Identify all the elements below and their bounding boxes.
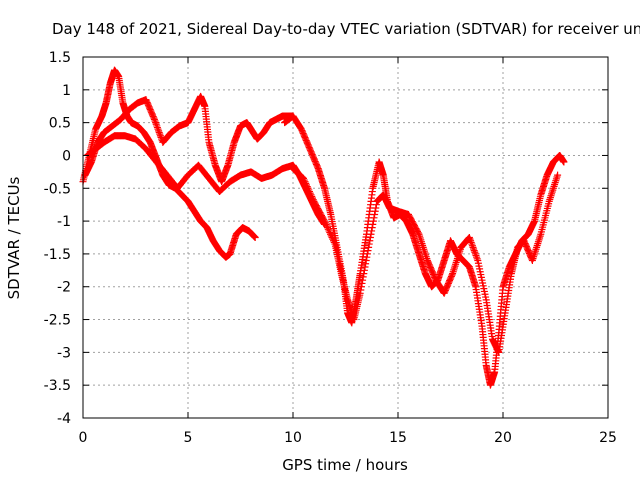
data-point-interp xyxy=(309,194,316,202)
series-track-e xyxy=(289,165,562,356)
data-point-interp xyxy=(306,188,313,196)
y-tick-label: -1.5 xyxy=(44,247,71,263)
data-point-interp xyxy=(327,230,334,238)
data-point-interp xyxy=(326,229,334,237)
y-tick-label: 0.5 xyxy=(49,116,71,132)
data-point xyxy=(300,174,307,182)
data-point-interp xyxy=(329,235,337,243)
y-axis-label: SDTVAR / TECUs xyxy=(5,176,23,299)
data-point-interp xyxy=(330,237,337,245)
data-point-interp xyxy=(301,178,309,186)
data-point-interp xyxy=(302,179,310,187)
y-tick-label: 0 xyxy=(62,148,71,164)
data-point-interp xyxy=(330,238,338,246)
chart-title: Day 148 of 2021, Sidereal Day-to-day VTE… xyxy=(52,20,640,38)
x-tick-label: 5 xyxy=(184,430,193,446)
axes: 0 5 10 15 20 25 1.5 1 0.5 0 -0.5 -1 -1.5 -2 -2.5 -3 -3.5… xyxy=(44,50,617,446)
data-point-interp xyxy=(308,192,316,200)
data-point-interp xyxy=(323,222,331,230)
y-tick-label: -1 xyxy=(57,214,71,230)
data-point-interp xyxy=(321,219,329,227)
y-tick-label: 1 xyxy=(62,83,71,99)
x-tick-label: 20 xyxy=(494,430,512,446)
data-point xyxy=(251,234,259,241)
data-point-interp xyxy=(322,220,330,228)
data-point-interp xyxy=(309,196,317,204)
data-point-interp xyxy=(327,232,335,240)
series-track-c xyxy=(83,132,328,228)
y-tick-label: -2.5 xyxy=(44,313,71,329)
y-tick-label: -4 xyxy=(57,411,71,427)
y-tick-label: 1.5 xyxy=(49,50,71,66)
grid xyxy=(83,57,608,418)
data-point-interp xyxy=(414,229,422,237)
data-point xyxy=(554,171,562,179)
data-point-interp xyxy=(300,176,308,184)
data-point-interp xyxy=(303,181,310,189)
y-tick-label: -0.5 xyxy=(44,181,71,197)
x-tick-label: 10 xyxy=(284,430,302,446)
x-tick-label: 25 xyxy=(599,430,617,446)
plot-frame xyxy=(82,56,609,419)
data-point-interp xyxy=(320,216,328,224)
y-tick-label: -2 xyxy=(57,280,71,296)
data-point-interp xyxy=(328,234,336,241)
data-point-interp xyxy=(325,227,333,235)
data-point-interp xyxy=(305,186,313,194)
data-point-interp xyxy=(324,224,331,232)
data-point-interp xyxy=(303,183,311,191)
y-tick-label: -3 xyxy=(57,345,71,361)
data-point xyxy=(321,217,328,225)
data-points xyxy=(79,66,568,389)
data-point-interp xyxy=(304,184,312,192)
x-axis-label: GPS time / hours xyxy=(282,456,408,474)
x-tick-label: 0 xyxy=(79,430,88,446)
x-tick-label: 15 xyxy=(389,430,407,446)
y-tick-label: -3.5 xyxy=(44,378,71,394)
series-track-b xyxy=(81,92,297,186)
data-point-interp xyxy=(306,189,314,197)
data-point-interp xyxy=(324,225,332,233)
data-point-interp xyxy=(307,191,315,199)
data-point xyxy=(560,158,568,166)
